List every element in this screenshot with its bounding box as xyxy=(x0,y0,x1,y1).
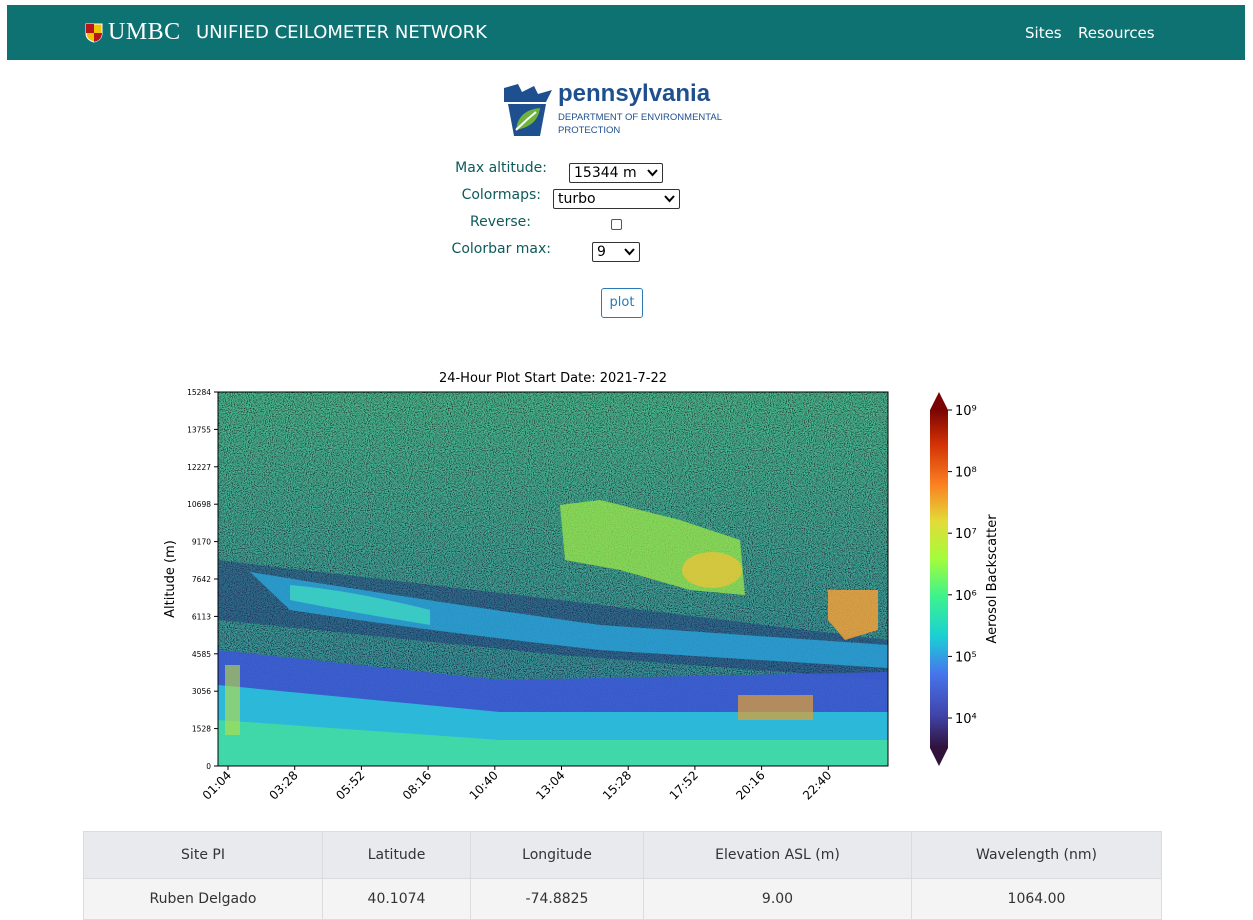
colorbar-tick-label: 10⁶ xyxy=(955,589,977,604)
navbar: UMBC UNIFIED CEILOMETER NETWORK Sites Re… xyxy=(7,5,1245,60)
colorbar-tick-label: 10⁹ xyxy=(955,404,977,419)
column-header: Longitude xyxy=(471,832,644,879)
x-tick-label: 05:52 xyxy=(333,768,367,802)
select-value: 9 xyxy=(597,244,606,260)
field-label: Max altitude: xyxy=(347,160,547,176)
colorbar-tick-label: 10⁵ xyxy=(955,650,977,665)
field-label: Colorbar max: xyxy=(351,241,551,257)
field-label: Reverse: xyxy=(331,214,531,230)
shield-icon xyxy=(85,23,103,43)
nav-link[interactable]: Sites xyxy=(1025,24,1062,42)
x-tick-label: 22:40 xyxy=(800,768,834,802)
colorbar-label: Aerosol Backscatter xyxy=(985,514,1000,644)
x-tick-label: 13:04 xyxy=(533,768,567,802)
cell: 1064.00 xyxy=(912,879,1162,920)
y-tick-label: 12227 xyxy=(187,463,211,472)
logo-subtitle: PROTECTION xyxy=(558,125,620,136)
y-tick-label: 1528 xyxy=(192,725,211,734)
page: UMBC UNIFIED CEILOMETER NETWORK Sites Re… xyxy=(0,0,1253,913)
column-header: Site PI xyxy=(84,832,323,879)
logo-subtitle: DEPARTMENT OF ENVIRONMENTAL xyxy=(558,112,722,123)
x-tick-label: 01:04 xyxy=(200,768,234,802)
y-tick-label: 6113 xyxy=(192,612,211,621)
cell: -74.8825 xyxy=(471,879,644,920)
column-header: Latitude xyxy=(323,832,471,879)
y-tick-label: 3056 xyxy=(192,687,211,696)
colorbar-tick-label: 10⁸ xyxy=(955,466,977,481)
chevron xyxy=(664,195,675,203)
colorbar-tick-label: 10⁴ xyxy=(955,712,977,727)
plot-button[interactable]: plot xyxy=(601,288,643,318)
column-header: Wavelength (nm) xyxy=(912,832,1162,879)
colorbar-extend xyxy=(930,392,948,410)
chevron xyxy=(624,248,635,256)
x-tick-label: 17:52 xyxy=(667,768,701,802)
site-table: Site PI Latitude Longitude Elevation ASL… xyxy=(83,831,1162,920)
reverse-checkbox[interactable] xyxy=(611,219,622,230)
colormap-select[interactable]: turbo xyxy=(553,189,680,209)
y-tick-label: 4585 xyxy=(192,650,211,659)
colorbar xyxy=(930,410,948,748)
pa-dep-logo: pennsylvania DEPARTMENT OF ENVIRONMENTAL… xyxy=(500,82,750,142)
altitude-select[interactable]: 15344 m xyxy=(569,163,663,183)
colorbar-extend xyxy=(930,748,948,766)
field-label: Colormaps: xyxy=(341,187,541,203)
y-tick-label: 7642 xyxy=(192,575,211,584)
nav-link[interactable]: Resources xyxy=(1078,24,1155,42)
y-tick-label: 15284 xyxy=(187,388,211,397)
select-value: 15344 m xyxy=(574,165,637,181)
x-tick-label: 15:28 xyxy=(600,768,634,802)
logo-name: pennsylvania xyxy=(558,80,710,108)
cell: 9.00 xyxy=(644,879,912,920)
x-tick-label: 20:16 xyxy=(733,768,767,802)
heatmap xyxy=(218,392,888,766)
x-tick-label: 08:16 xyxy=(400,768,434,802)
column-header: Elevation ASL (m) xyxy=(644,832,912,879)
y-axis-label: Altitude (m) xyxy=(163,540,178,618)
chevron xyxy=(647,169,658,177)
select-value: turbo xyxy=(558,191,596,207)
colorbar-max-select[interactable]: 9 xyxy=(592,242,640,262)
logo-icon xyxy=(500,82,554,138)
colorbar-tick-label: 10⁷ xyxy=(955,527,977,542)
x-tick-label: 03:28 xyxy=(266,768,300,802)
header-row: Site PI Latitude Longitude Elevation ASL… xyxy=(84,832,1162,879)
axes-frame xyxy=(218,392,888,766)
plot-title: 24-Hour Plot Start Date: 2021-7-22 xyxy=(439,371,667,386)
site-title: UNIFIED CEILOMETER NETWORK xyxy=(196,22,487,43)
y-tick-label: 0 xyxy=(206,762,211,771)
cell: Ruben Delgado xyxy=(84,879,323,920)
brand: UMBC xyxy=(108,19,181,46)
y-tick-label: 10698 xyxy=(187,500,211,509)
table-row: Ruben Delgado 40.1074 -74.8825 9.00 1064… xyxy=(84,879,1162,920)
cell: 40.1074 xyxy=(323,879,471,920)
y-tick-label: 13755 xyxy=(187,425,211,434)
x-tick-label: 10:40 xyxy=(467,768,501,802)
y-tick-label: 9170 xyxy=(192,538,211,547)
